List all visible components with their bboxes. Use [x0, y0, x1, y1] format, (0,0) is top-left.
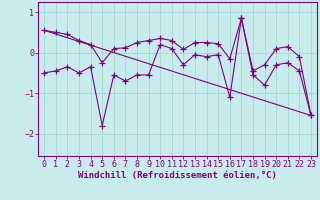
X-axis label: Windchill (Refroidissement éolien,°C): Windchill (Refroidissement éolien,°C)	[78, 171, 277, 180]
